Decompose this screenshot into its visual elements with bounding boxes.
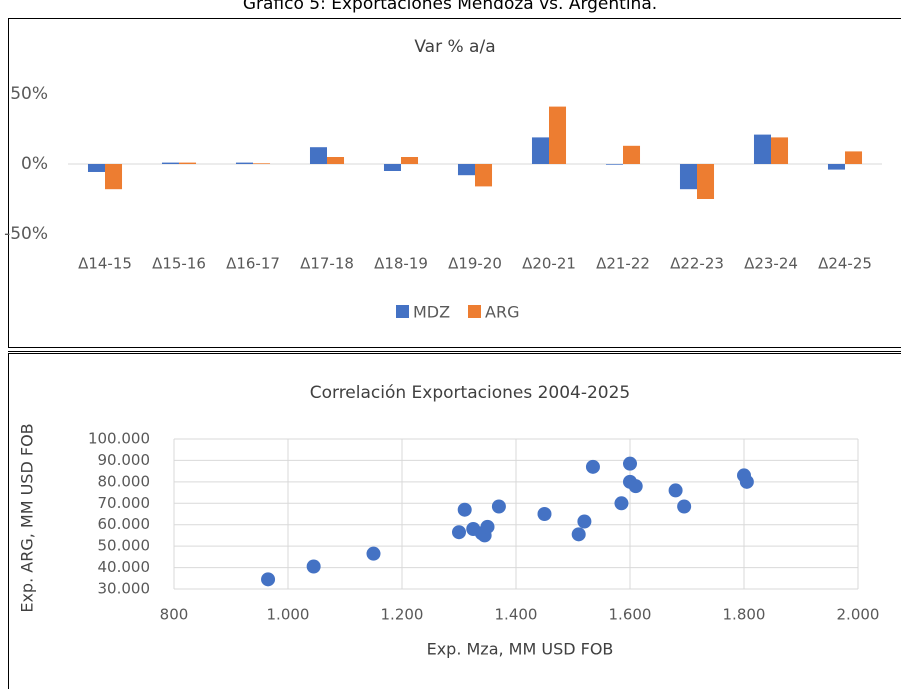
point [628, 479, 643, 494]
x-tick-label: Δ21-22 [596, 255, 650, 273]
y-axis-label: Exp. ARG, MM USD FOB [18, 423, 37, 612]
point [585, 459, 600, 474]
bar [105, 164, 123, 190]
point [614, 496, 629, 511]
bar [383, 164, 401, 171]
point [306, 559, 321, 574]
point [491, 499, 506, 514]
bar [753, 134, 771, 164]
y-tick-label: 50% [10, 84, 48, 104]
point [668, 483, 683, 498]
bar [401, 157, 419, 164]
point [677, 499, 692, 514]
x-axis-label: Exp. Mza, MM USD FOB [427, 640, 614, 659]
bar [771, 137, 789, 164]
point [261, 572, 276, 587]
bar [679, 164, 697, 190]
bar [457, 164, 475, 176]
chart-title: Correlación Exportaciones 2004-2025 [310, 383, 631, 403]
chart-frame [8, 353, 901, 689]
y-tick-label: -50% [4, 224, 48, 244]
y-tick-label: 90.000 [98, 451, 151, 469]
bar [549, 106, 567, 164]
legend-swatch [468, 305, 481, 318]
x-tick-label: Δ15-16 [152, 255, 206, 273]
x-tick-label: 1.400 [495, 606, 538, 624]
point [739, 474, 754, 489]
y-tick-label: 60.000 [98, 515, 151, 533]
x-tick-label: 800 [160, 606, 189, 624]
point [366, 546, 381, 561]
bar [623, 145, 641, 164]
bar [161, 162, 179, 164]
x-tick-label: 1.800 [723, 606, 766, 624]
point [537, 507, 552, 521]
x-tick-label: Δ18-19 [374, 255, 428, 273]
bar [475, 164, 493, 187]
chart-title: Var % a/a [414, 37, 495, 57]
bar [179, 162, 197, 164]
y-tick-label: 30.000 [98, 580, 151, 598]
bar [827, 164, 845, 170]
bar [605, 164, 623, 165]
legend-swatch [396, 305, 409, 318]
point [577, 514, 592, 529]
bar [845, 151, 863, 164]
y-tick-label: 70.000 [98, 494, 151, 512]
x-tick-label: Δ19-20 [448, 255, 502, 273]
bar [697, 164, 715, 199]
x-tick-label: Δ17-18 [300, 255, 354, 273]
point [452, 525, 466, 540]
x-tick-label: Δ14-15 [78, 255, 132, 273]
y-tick-label: 100.000 [88, 430, 150, 448]
x-tick-label: Δ24-25 [818, 255, 872, 273]
page-title: Gráfico 5: Exportaciones Mendoza vs. Arg… [243, 0, 657, 14]
legend-label: MDZ [413, 303, 450, 322]
x-tick-label: 1.600 [609, 606, 652, 624]
bar [87, 164, 105, 172]
bar [309, 147, 327, 164]
point [457, 502, 472, 517]
x-tick-label: Δ22-23 [670, 255, 724, 273]
y-tick-label: 40.000 [98, 558, 151, 576]
point [480, 519, 495, 534]
point [571, 527, 586, 542]
x-tick-label: Δ16-17 [226, 255, 280, 273]
bar [531, 137, 549, 164]
bar [253, 163, 271, 164]
x-tick-label: 1.000 [267, 606, 310, 624]
x-tick-label: Δ23-24 [744, 255, 798, 273]
x-tick-label: 1.200 [381, 606, 424, 624]
bar [235, 162, 253, 164]
y-tick-label: 80.000 [98, 472, 151, 490]
legend-label: ARG [485, 303, 519, 322]
x-tick-label: Δ20-21 [522, 255, 576, 273]
y-tick-label: 50.000 [98, 537, 151, 555]
bar [327, 157, 345, 164]
chart-frame [8, 18, 901, 348]
y-tick-label: 0% [21, 154, 48, 174]
point [623, 456, 637, 471]
x-tick-label: 2.000 [837, 606, 880, 624]
